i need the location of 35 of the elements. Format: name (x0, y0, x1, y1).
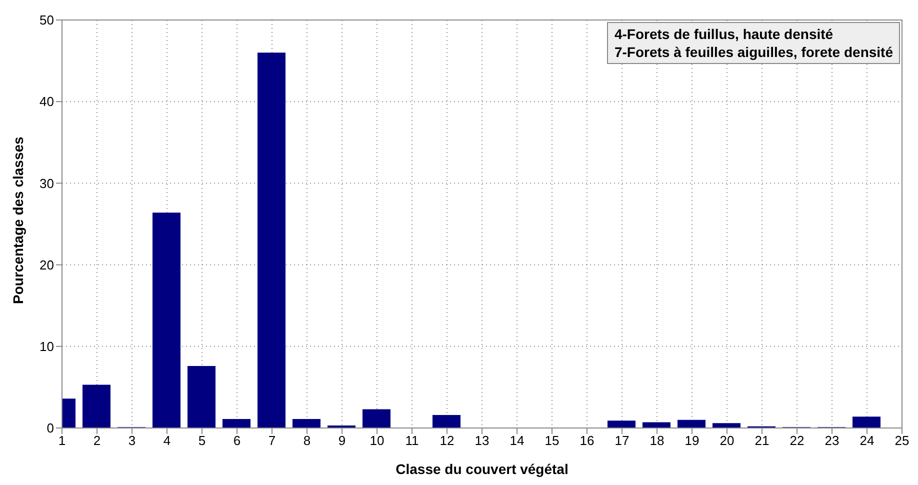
y-axis-title: Pourcentage des classes (10, 136, 26, 304)
x-tick-label: 13 (474, 433, 490, 448)
x-tick-label: 23 (824, 433, 840, 448)
x-tick-label: 9 (338, 433, 346, 448)
x-tick-label: 18 (650, 433, 664, 448)
x-tick-label: 25 (894, 433, 910, 448)
x-tick-label: 4 (163, 433, 171, 448)
y-tick-label: 20 (40, 257, 54, 272)
x-tick-label: 7 (268, 433, 276, 448)
x-tick-label: 17 (614, 433, 630, 448)
x-tick-label: 5 (198, 433, 206, 448)
y-tick-label: 10 (40, 339, 54, 354)
x-tick-label: 1 (58, 433, 66, 448)
x-tick-label: 12 (440, 433, 454, 448)
x-tick-label: 22 (790, 433, 804, 448)
x-tick-label: 15 (544, 433, 560, 448)
x-tick-label: 21 (754, 433, 770, 448)
x-axis-title: Classe du couvert végétal (396, 461, 568, 477)
x-tick-label: 2 (93, 433, 101, 448)
x-tick-label: 24 (860, 433, 874, 448)
x-tick-label: 20 (720, 433, 734, 448)
y-tick-label: 50 (40, 12, 54, 28)
x-tick-label: 8 (303, 433, 311, 448)
x-tick-label: 3 (128, 433, 136, 448)
x-tick-label: 16 (580, 433, 594, 448)
annotation: 7-Forets à feuilles aiguilles, forete densité (614, 43, 893, 61)
x-tick-label: 10 (370, 433, 384, 448)
annotation: 4-Forets de fuillus, haute densité (614, 25, 834, 43)
x-tick-label: 6 (233, 433, 241, 448)
x-tick-label: 14 (510, 433, 524, 448)
y-tick-label: 30 (40, 176, 54, 191)
y-tick-label: 40 (40, 94, 54, 110)
x-tick-label: 11 (405, 433, 419, 448)
x-tick-label: 19 (684, 433, 700, 448)
y-tick-label: 0 (46, 420, 54, 436)
